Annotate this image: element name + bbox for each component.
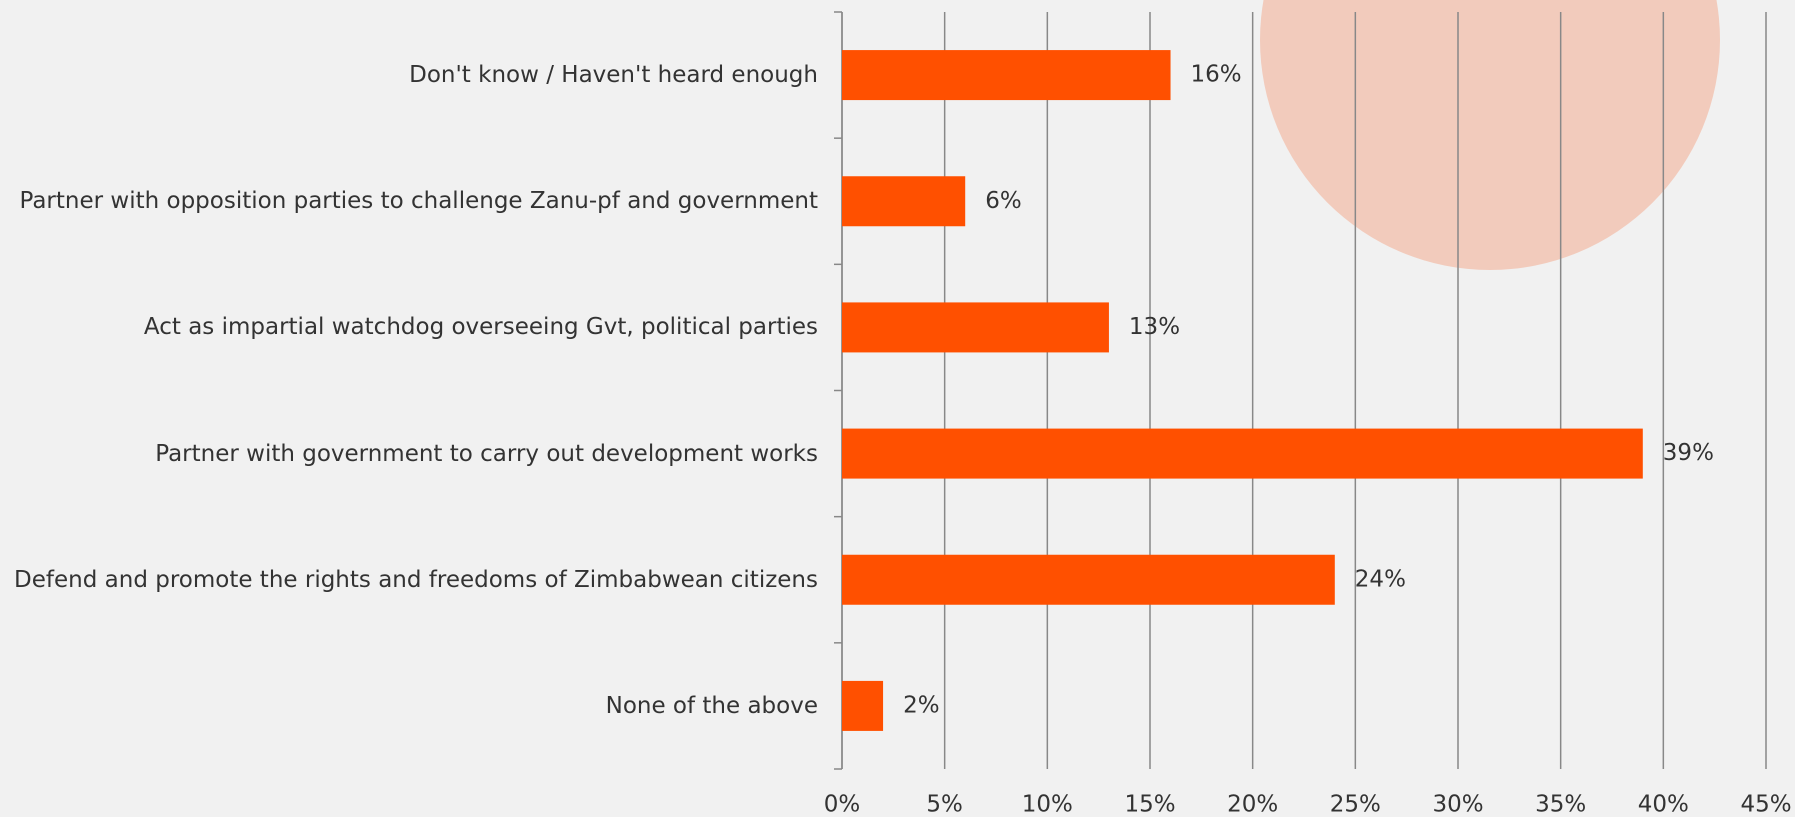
x-tick-label: 20% (1227, 792, 1278, 817)
y-tick-label: Defend and promote the rights and freedo… (14, 566, 818, 593)
background-decoration (1260, 0, 1720, 270)
category-label-box: Don't know / Haven't heard enough (0, 35, 818, 115)
category-label-box: Act as impartial watchdog overseeing Gvt… (0, 287, 818, 367)
y-tick-label: Partner with opposition parties to chall… (19, 188, 819, 215)
value-label: 24% (1355, 566, 1406, 592)
value-label: 39% (1663, 440, 1714, 466)
value-label: 6% (985, 188, 1022, 214)
bar (842, 50, 1171, 101)
x-tick-label: 15% (1124, 792, 1175, 817)
bar (842, 428, 1643, 479)
y-tick-label: Don't know / Haven't heard enough (409, 62, 818, 89)
value-label: 13% (1129, 314, 1180, 340)
value-label: 16% (1191, 62, 1242, 88)
category-label-box: Defend and promote the rights and freedo… (0, 540, 818, 620)
y-tick-label: Act as impartial watchdog overseeing Gvt… (143, 314, 818, 341)
category-label-box: None of the above (0, 666, 818, 746)
y-tick-label: Partner with government to carry out dev… (155, 440, 818, 467)
category-label-box: Partner with opposition parties to chall… (0, 161, 819, 241)
x-tick-label: 25% (1330, 792, 1381, 817)
category-label-box: Partner with government to carry out dev… (0, 414, 818, 494)
x-tick-label: 40% (1638, 792, 1689, 817)
bar (842, 680, 884, 731)
value-label: 2% (903, 692, 940, 718)
x-tick-label: 45% (1740, 792, 1791, 817)
y-tick-label: None of the above (605, 692, 818, 719)
x-tick-label: 35% (1535, 792, 1586, 817)
x-tick-label: 5% (926, 792, 963, 817)
x-tick-label: 30% (1432, 792, 1483, 817)
bar (842, 554, 1335, 605)
x-tick-label: 0% (824, 792, 861, 817)
bar (842, 302, 1109, 353)
x-tick-label: 10% (1022, 792, 1073, 817)
bar (842, 176, 966, 227)
